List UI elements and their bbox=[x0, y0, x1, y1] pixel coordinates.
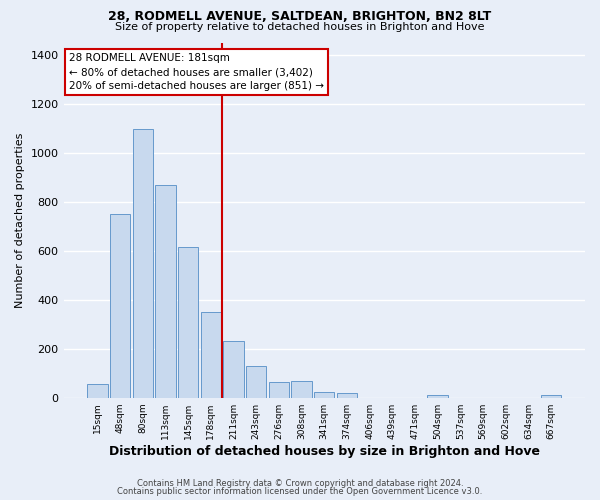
Text: Contains public sector information licensed under the Open Government Licence v3: Contains public sector information licen… bbox=[118, 487, 482, 496]
Bar bbox=[133, 130, 153, 398]
Text: 28, RODMELL AVENUE, SALTDEAN, BRIGHTON, BN2 8LT: 28, RODMELL AVENUE, SALTDEAN, BRIGHTON, … bbox=[109, 10, 491, 23]
Bar bbox=[269, 382, 289, 398]
Bar bbox=[314, 392, 334, 398]
Bar bbox=[200, 312, 221, 398]
Text: Size of property relative to detached houses in Brighton and Hove: Size of property relative to detached ho… bbox=[115, 22, 485, 32]
Bar bbox=[337, 393, 357, 398]
Bar bbox=[427, 396, 448, 398]
Y-axis label: Number of detached properties: Number of detached properties bbox=[15, 132, 25, 308]
Bar bbox=[87, 384, 107, 398]
Text: 28 RODMELL AVENUE: 181sqm
← 80% of detached houses are smaller (3,402)
20% of se: 28 RODMELL AVENUE: 181sqm ← 80% of detac… bbox=[69, 53, 324, 91]
Bar bbox=[223, 342, 244, 398]
X-axis label: Distribution of detached houses by size in Brighton and Hove: Distribution of detached houses by size … bbox=[109, 444, 540, 458]
Bar bbox=[110, 214, 130, 398]
Bar bbox=[155, 184, 176, 398]
Bar bbox=[178, 247, 199, 398]
Bar bbox=[541, 396, 561, 398]
Bar bbox=[246, 366, 266, 398]
Text: Contains HM Land Registry data © Crown copyright and database right 2024.: Contains HM Land Registry data © Crown c… bbox=[137, 478, 463, 488]
Bar bbox=[292, 380, 312, 398]
